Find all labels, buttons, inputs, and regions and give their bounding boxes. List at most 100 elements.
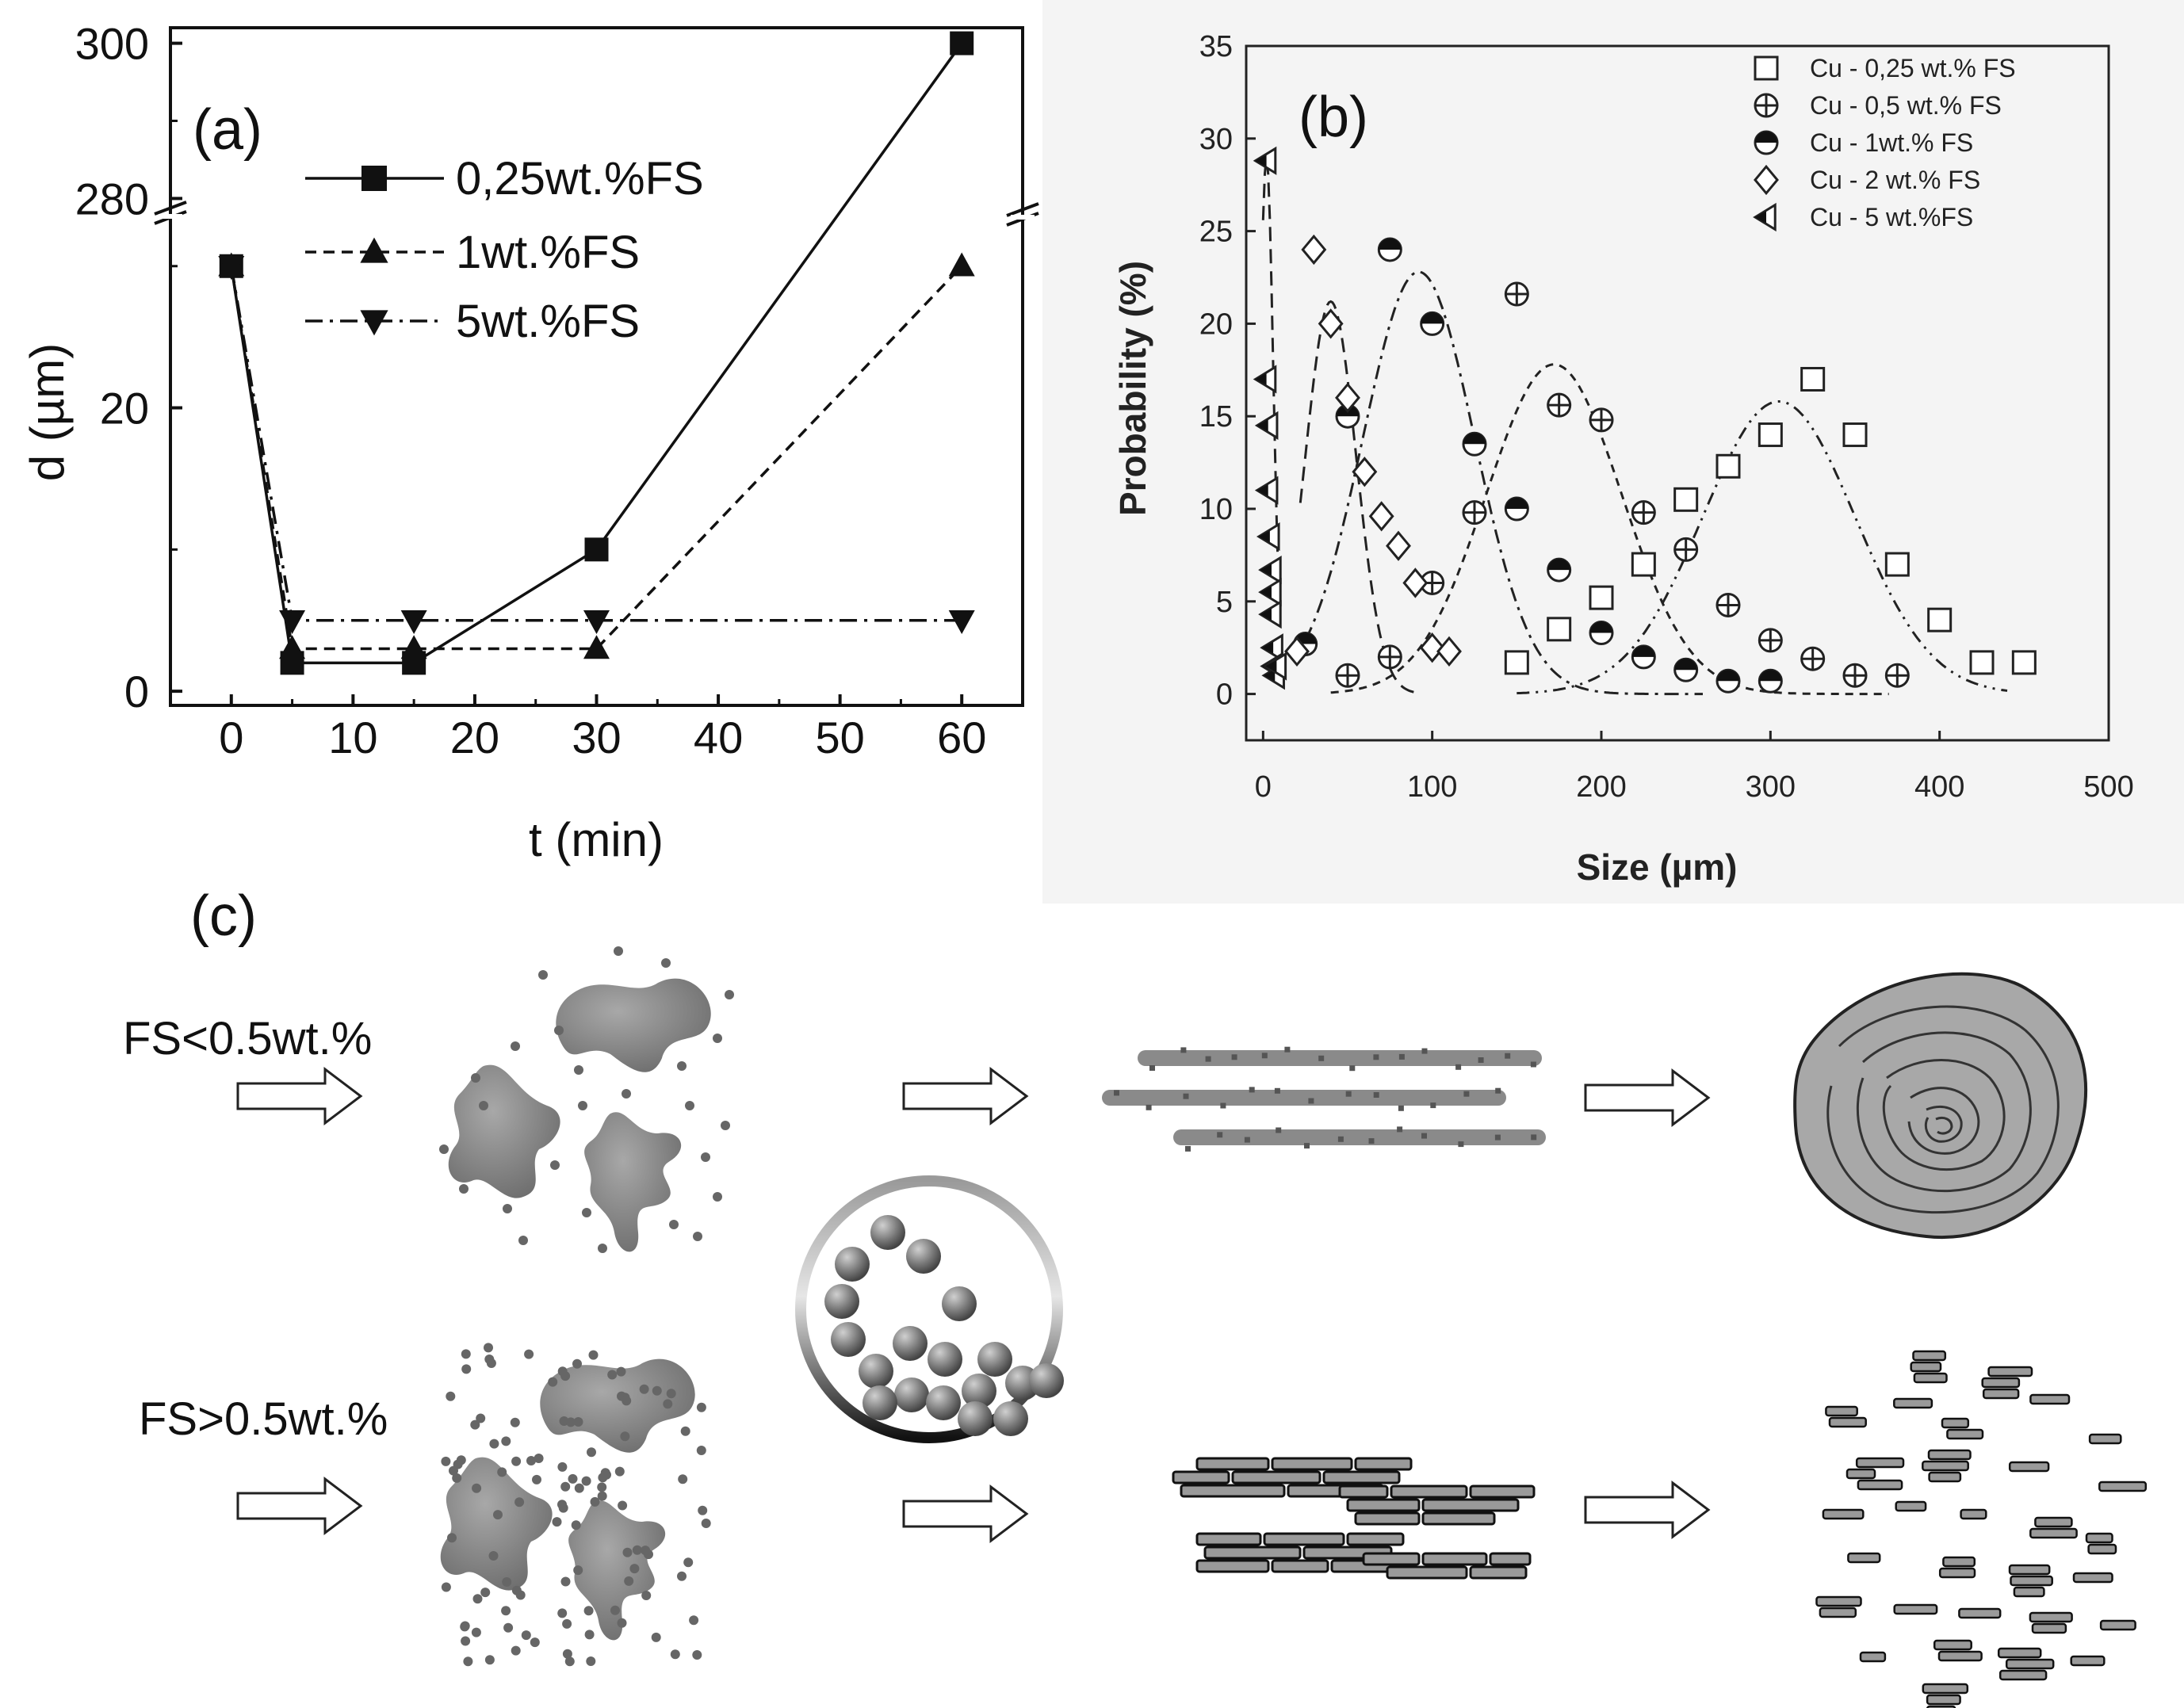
additive-dot [484,1355,495,1364]
additive-dot [1505,1053,1511,1059]
chart-b-y-tick-label: 10 [1199,493,1233,526]
flake-segment [1195,1559,1270,1573]
additive-dot [1421,1133,1427,1139]
chart-a-data-point [279,609,306,634]
additive-dot [689,1615,699,1626]
flake-segment [1180,1484,1286,1498]
chart-a-y-tick-label: 0 [124,667,149,716]
flake-fragment [2013,1586,2045,1598]
chart-a-data-point [400,609,427,634]
chart-b-y-tick-label: 30 [1199,123,1233,156]
flake-fragment [1928,1471,1962,1483]
chart-b-data-point [1715,668,1741,694]
flake-fragment [1822,1508,1865,1520]
chart-b-data-point [1258,600,1282,629]
chart-b-data-point [1547,557,1572,583]
chart-b-data-point [1673,487,1699,512]
flake-fragment [2072,1572,2113,1584]
additive-dot [1368,1138,1375,1144]
chart-b-data-point [1927,607,1953,632]
flake-fragment [2070,1655,2106,1667]
chart-b-data-point [1402,567,1429,598]
additive-dot [614,1466,625,1477]
additive-dot [680,1426,690,1436]
flake-fragment [2088,1433,2122,1445]
chart-a-legend-label: 1wt.%FS [456,227,640,278]
milling-ball [863,1385,897,1420]
additive-dot [461,1364,472,1374]
chart-a-legend-marker [360,237,388,263]
chart-b-legend-marker [1753,202,1777,232]
chart-b-data-point [1301,234,1327,266]
chart-b-data-point [1335,382,1360,413]
chart-b-legend-marker [1754,130,1779,155]
additive-dot [698,1505,708,1515]
chart-b-data-point [1884,552,1910,577]
chart-b-data-point [1547,392,1572,418]
milling-ball [928,1342,962,1377]
additive-dot [713,1192,722,1202]
additive-dot [472,1594,483,1604]
flake-segment [1195,1532,1262,1546]
additive-dot [588,1350,599,1360]
additive-dot [511,1041,520,1051]
welded-lamellar-particle [1793,972,2088,1240]
milling-ball [831,1322,866,1357]
additive-dot [616,1366,626,1377]
flake-segment [1338,1484,1389,1499]
flake-fragment [2085,1532,2113,1544]
additive-dot [573,1417,583,1427]
additive-dot [560,1576,571,1587]
additive-dot [1146,1104,1152,1110]
flake-fragment [2029,1393,2071,1405]
additive-dot [692,1650,702,1660]
additive-dot [1185,1145,1191,1152]
additive-dot [610,1605,620,1615]
chart-b-legend-label: Cu - 1wt.% FS [1810,128,1973,157]
flake-fragment [1998,1669,2048,1681]
chart-b-legend-label: Cu - 5 wt.%FS [1810,203,1973,231]
additive-dot [607,1370,618,1380]
additive-dot [669,1220,679,1229]
additive-dot [641,1591,652,1600]
additive-dot [524,1349,534,1359]
additive-particles-low-fs [439,946,734,1253]
chart-b-panel-label: (b) [1299,86,1368,149]
flake-fragment [1987,1366,2033,1377]
additive-dot [463,1656,473,1667]
additive-dot [471,1627,481,1637]
additive-dot [582,1208,591,1217]
additive-dot [572,1358,582,1369]
flake-fragment [1981,1377,2021,1389]
additive-dot [521,1630,531,1641]
chart-b-x-tick-label: 200 [1576,770,1626,804]
chart-b-data-point [1547,617,1572,642]
additive-dot [614,946,623,956]
additive-dot [629,1564,640,1574]
additive-dot [1274,1087,1280,1094]
chart-b-data-point [1884,663,1910,688]
chart-b-data-point [1800,646,1826,671]
additive-dot [526,1456,536,1465]
chart-b-data-point [1368,501,1394,532]
chart-a-y-axis-title: d (µm) [21,343,74,482]
additive-dot [597,1482,607,1492]
additive-dot [1495,1087,1501,1094]
additive-dot [663,1399,673,1409]
additive-dot [701,1519,711,1528]
chart-b-data-point [1258,578,1282,607]
schematic-panel-label: (c) [190,885,257,948]
flake-fragment [2034,1516,2073,1528]
additive-dot [560,1481,571,1492]
low-fs-label: FS<0.5wt.% [123,1013,372,1064]
additive-dot [587,1447,596,1458]
additive-dot [461,1349,471,1359]
copper-powder-particles-low-fs [448,978,711,1252]
milling-ball [993,1401,1028,1436]
additive-dot [1349,1065,1356,1072]
additive-dot [1304,1143,1310,1149]
chart-b-y-axis-title: Probability (%) [1112,261,1153,516]
additive-dot [497,1467,507,1477]
chart-b-data-point [1631,500,1656,525]
flake-segment [1172,1470,1230,1484]
